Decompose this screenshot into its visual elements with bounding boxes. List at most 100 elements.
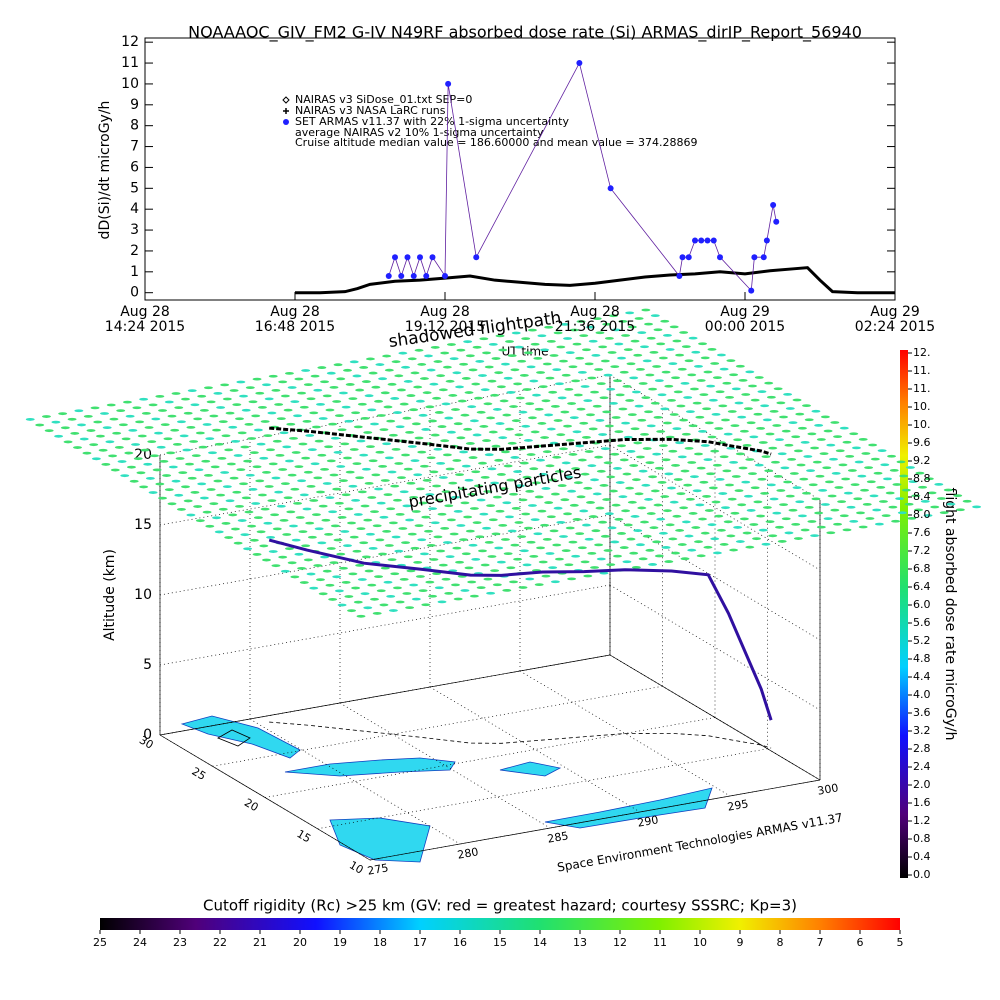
particle (448, 481, 458, 485)
particle (145, 477, 155, 480)
particle (233, 454, 243, 457)
particle (696, 554, 706, 558)
particle (218, 507, 228, 511)
particle (370, 510, 379, 514)
particle (473, 396, 483, 400)
particle (860, 488, 870, 492)
particle (707, 347, 717, 351)
particle (268, 550, 278, 553)
particle (187, 476, 197, 480)
particle (679, 418, 689, 422)
particle (395, 425, 405, 429)
particle (357, 578, 367, 581)
particle (644, 498, 654, 501)
particle (517, 535, 527, 539)
particle (371, 473, 381, 477)
particle (135, 420, 145, 424)
particle (436, 461, 446, 465)
particle (675, 529, 685, 532)
particle (343, 544, 352, 548)
particle (719, 367, 729, 371)
particle (665, 523, 675, 527)
lon-tick-label: 280 (456, 845, 479, 861)
particle (766, 483, 776, 487)
particle (792, 398, 802, 402)
particle (403, 467, 413, 471)
particle (515, 484, 525, 488)
particle (568, 365, 578, 369)
particle (564, 475, 574, 479)
particle (445, 555, 455, 559)
particle (550, 405, 560, 408)
particle (626, 450, 636, 453)
particle (522, 388, 532, 391)
particle (181, 485, 190, 489)
grid-line (159, 734, 371, 861)
particle (183, 411, 193, 415)
particle (795, 412, 805, 416)
particle (190, 491, 200, 494)
particle (681, 432, 691, 436)
particle (870, 457, 880, 461)
particle (483, 402, 493, 406)
colorbar-tick-label: 6.0 (913, 598, 931, 611)
particle (479, 512, 489, 516)
particle (318, 592, 328, 596)
particle (623, 523, 633, 527)
particle (839, 426, 849, 430)
particle (634, 404, 644, 408)
particle (816, 525, 826, 529)
particle (110, 468, 120, 472)
particle (361, 380, 371, 383)
particle (344, 419, 354, 423)
particle (618, 319, 628, 323)
grid-line (609, 654, 821, 781)
particle (652, 452, 662, 456)
particle (351, 411, 361, 415)
particle (464, 391, 474, 394)
particle (371, 385, 381, 389)
particle (338, 479, 348, 483)
particle (930, 505, 940, 509)
particle (108, 454, 118, 458)
particle (537, 422, 547, 425)
particle (395, 600, 405, 604)
particle (673, 390, 683, 394)
particle (518, 498, 528, 502)
particle (789, 472, 799, 475)
particle (318, 504, 328, 508)
particle (853, 497, 863, 501)
particle (428, 594, 438, 598)
particle (299, 493, 309, 497)
particle (891, 519, 901, 523)
particle (386, 595, 396, 598)
particle (507, 354, 517, 358)
particle (465, 354, 475, 358)
lat-tick-label: 25 (189, 765, 208, 783)
particle (86, 429, 96, 432)
particle (521, 512, 531, 516)
particle (702, 495, 712, 498)
particle (368, 459, 378, 463)
particle (650, 401, 660, 405)
y-tick-label: 1 (130, 264, 139, 280)
particle (409, 495, 419, 499)
particle (517, 359, 527, 363)
x-tick-label: Aug 29 00:00 2015 (704, 304, 786, 335)
particle (125, 414, 135, 418)
particle (527, 504, 537, 507)
particle (459, 538, 469, 542)
particle (376, 414, 386, 417)
particle (175, 457, 185, 460)
particle (500, 362, 510, 366)
particle (405, 518, 415, 522)
particle (660, 495, 670, 498)
particle (669, 325, 679, 329)
particle (406, 481, 416, 485)
particle (629, 464, 639, 467)
data-point (392, 254, 398, 261)
particle (402, 504, 412, 508)
particle (864, 466, 874, 470)
particle (490, 569, 500, 573)
colorbar-tick-label: 15 (493, 936, 507, 949)
